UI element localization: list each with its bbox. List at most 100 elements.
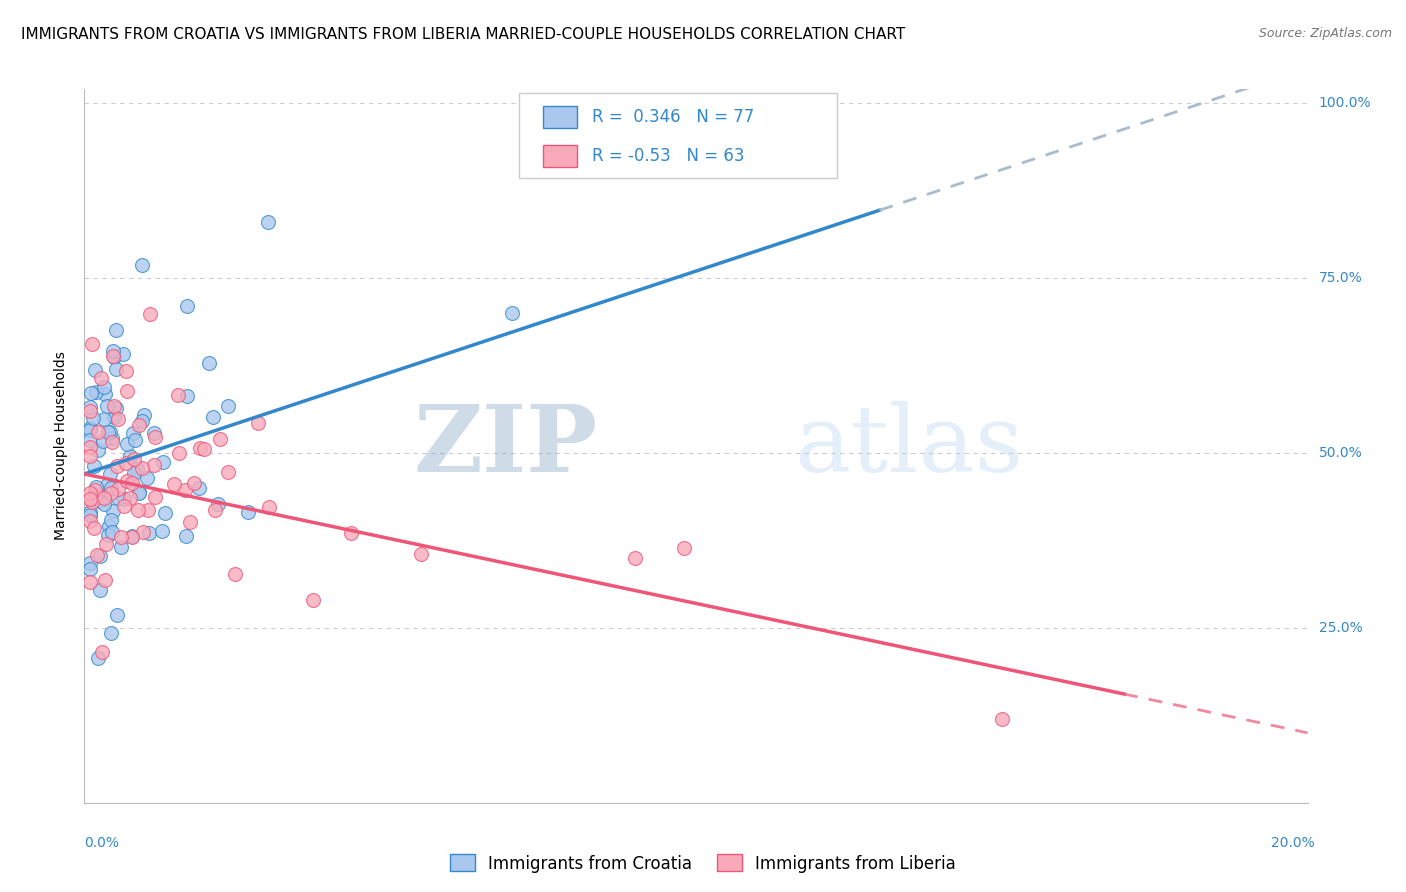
Point (179, 516, 201, 530)
Point (991, 712, 1014, 726)
Point (217, 465, 239, 479)
Point (143, 490, 166, 504)
Point (107, 412, 129, 426)
Point (152, 455, 174, 469)
Point (131, 258, 153, 272)
Text: Source: ZipAtlas.com: Source: ZipAtlas.com (1258, 27, 1392, 40)
Point (114, 364, 136, 378)
Point (236, 505, 259, 519)
Point (411, 548, 433, 562)
Point (79, 440, 101, 454)
Point (83, 521, 105, 535)
Point (246, 416, 269, 430)
Point (110, 540, 132, 554)
Point (150, 524, 173, 538)
Point (121, 529, 143, 543)
Point (91, 434, 114, 449)
Point (79, 485, 101, 500)
Point (624, 550, 647, 565)
Point (83, 459, 105, 474)
Point (90, 370, 112, 384)
Point (138, 526, 160, 541)
Point (105, 458, 128, 473)
Point (121, 530, 143, 544)
Point (79, 492, 101, 507)
Point (107, 482, 129, 496)
Point (117, 437, 139, 451)
Point (672, 541, 695, 556)
Point (188, 481, 211, 495)
Point (153, 506, 176, 520)
Point (174, 529, 197, 543)
Point (87, 443, 110, 458)
Point (107, 491, 129, 506)
Text: 20.0%: 20.0% (1271, 836, 1315, 850)
Point (257, 500, 280, 515)
Point (120, 449, 142, 463)
Text: R =  0.346   N = 77: R = 0.346 N = 77 (592, 108, 754, 126)
FancyBboxPatch shape (543, 145, 578, 167)
Point (82, 411, 104, 425)
Point (163, 476, 186, 491)
Point (193, 442, 215, 457)
Point (132, 408, 155, 422)
Point (101, 435, 124, 450)
Point (502, 306, 524, 320)
Point (208, 432, 231, 446)
Point (127, 502, 149, 516)
Point (183, 476, 205, 491)
Text: R = -0.53   N = 63: R = -0.53 N = 63 (592, 147, 745, 165)
Point (89, 582, 111, 597)
Point (128, 486, 150, 500)
Point (100, 625, 122, 640)
Point (97, 425, 120, 439)
Point (93, 379, 115, 393)
Point (128, 418, 150, 433)
Point (100, 524, 122, 539)
Point (131, 414, 153, 428)
Point (122, 426, 145, 441)
Point (101, 343, 124, 358)
Point (79, 400, 101, 414)
Point (79, 449, 101, 463)
Point (207, 497, 229, 511)
Point (79, 423, 101, 437)
Point (115, 474, 138, 488)
Point (115, 384, 138, 399)
Point (87, 651, 110, 665)
Point (197, 356, 219, 370)
Point (176, 389, 198, 403)
Point (89, 494, 111, 508)
Point (79, 433, 101, 447)
Point (143, 430, 166, 444)
Point (101, 431, 124, 445)
Point (224, 567, 246, 582)
Point (136, 470, 159, 484)
Point (101, 349, 124, 363)
Point (84, 385, 107, 400)
Point (124, 451, 146, 466)
Point (103, 504, 125, 518)
Point (103, 409, 125, 424)
Point (257, 215, 280, 229)
Point (136, 503, 159, 517)
Point (115, 456, 138, 470)
Point (217, 399, 239, 413)
Point (79, 508, 101, 522)
Point (93, 497, 115, 511)
Point (105, 323, 128, 337)
Point (131, 461, 153, 475)
Point (94, 387, 117, 401)
Point (112, 492, 135, 507)
Point (105, 361, 128, 376)
Point (100, 481, 122, 495)
Point (79, 514, 101, 528)
Point (79, 404, 101, 418)
Point (93, 491, 115, 505)
Point (127, 462, 149, 476)
Point (79, 421, 101, 435)
Point (84, 479, 107, 493)
Point (96, 399, 118, 413)
Point (103, 399, 125, 413)
Point (105, 401, 128, 415)
